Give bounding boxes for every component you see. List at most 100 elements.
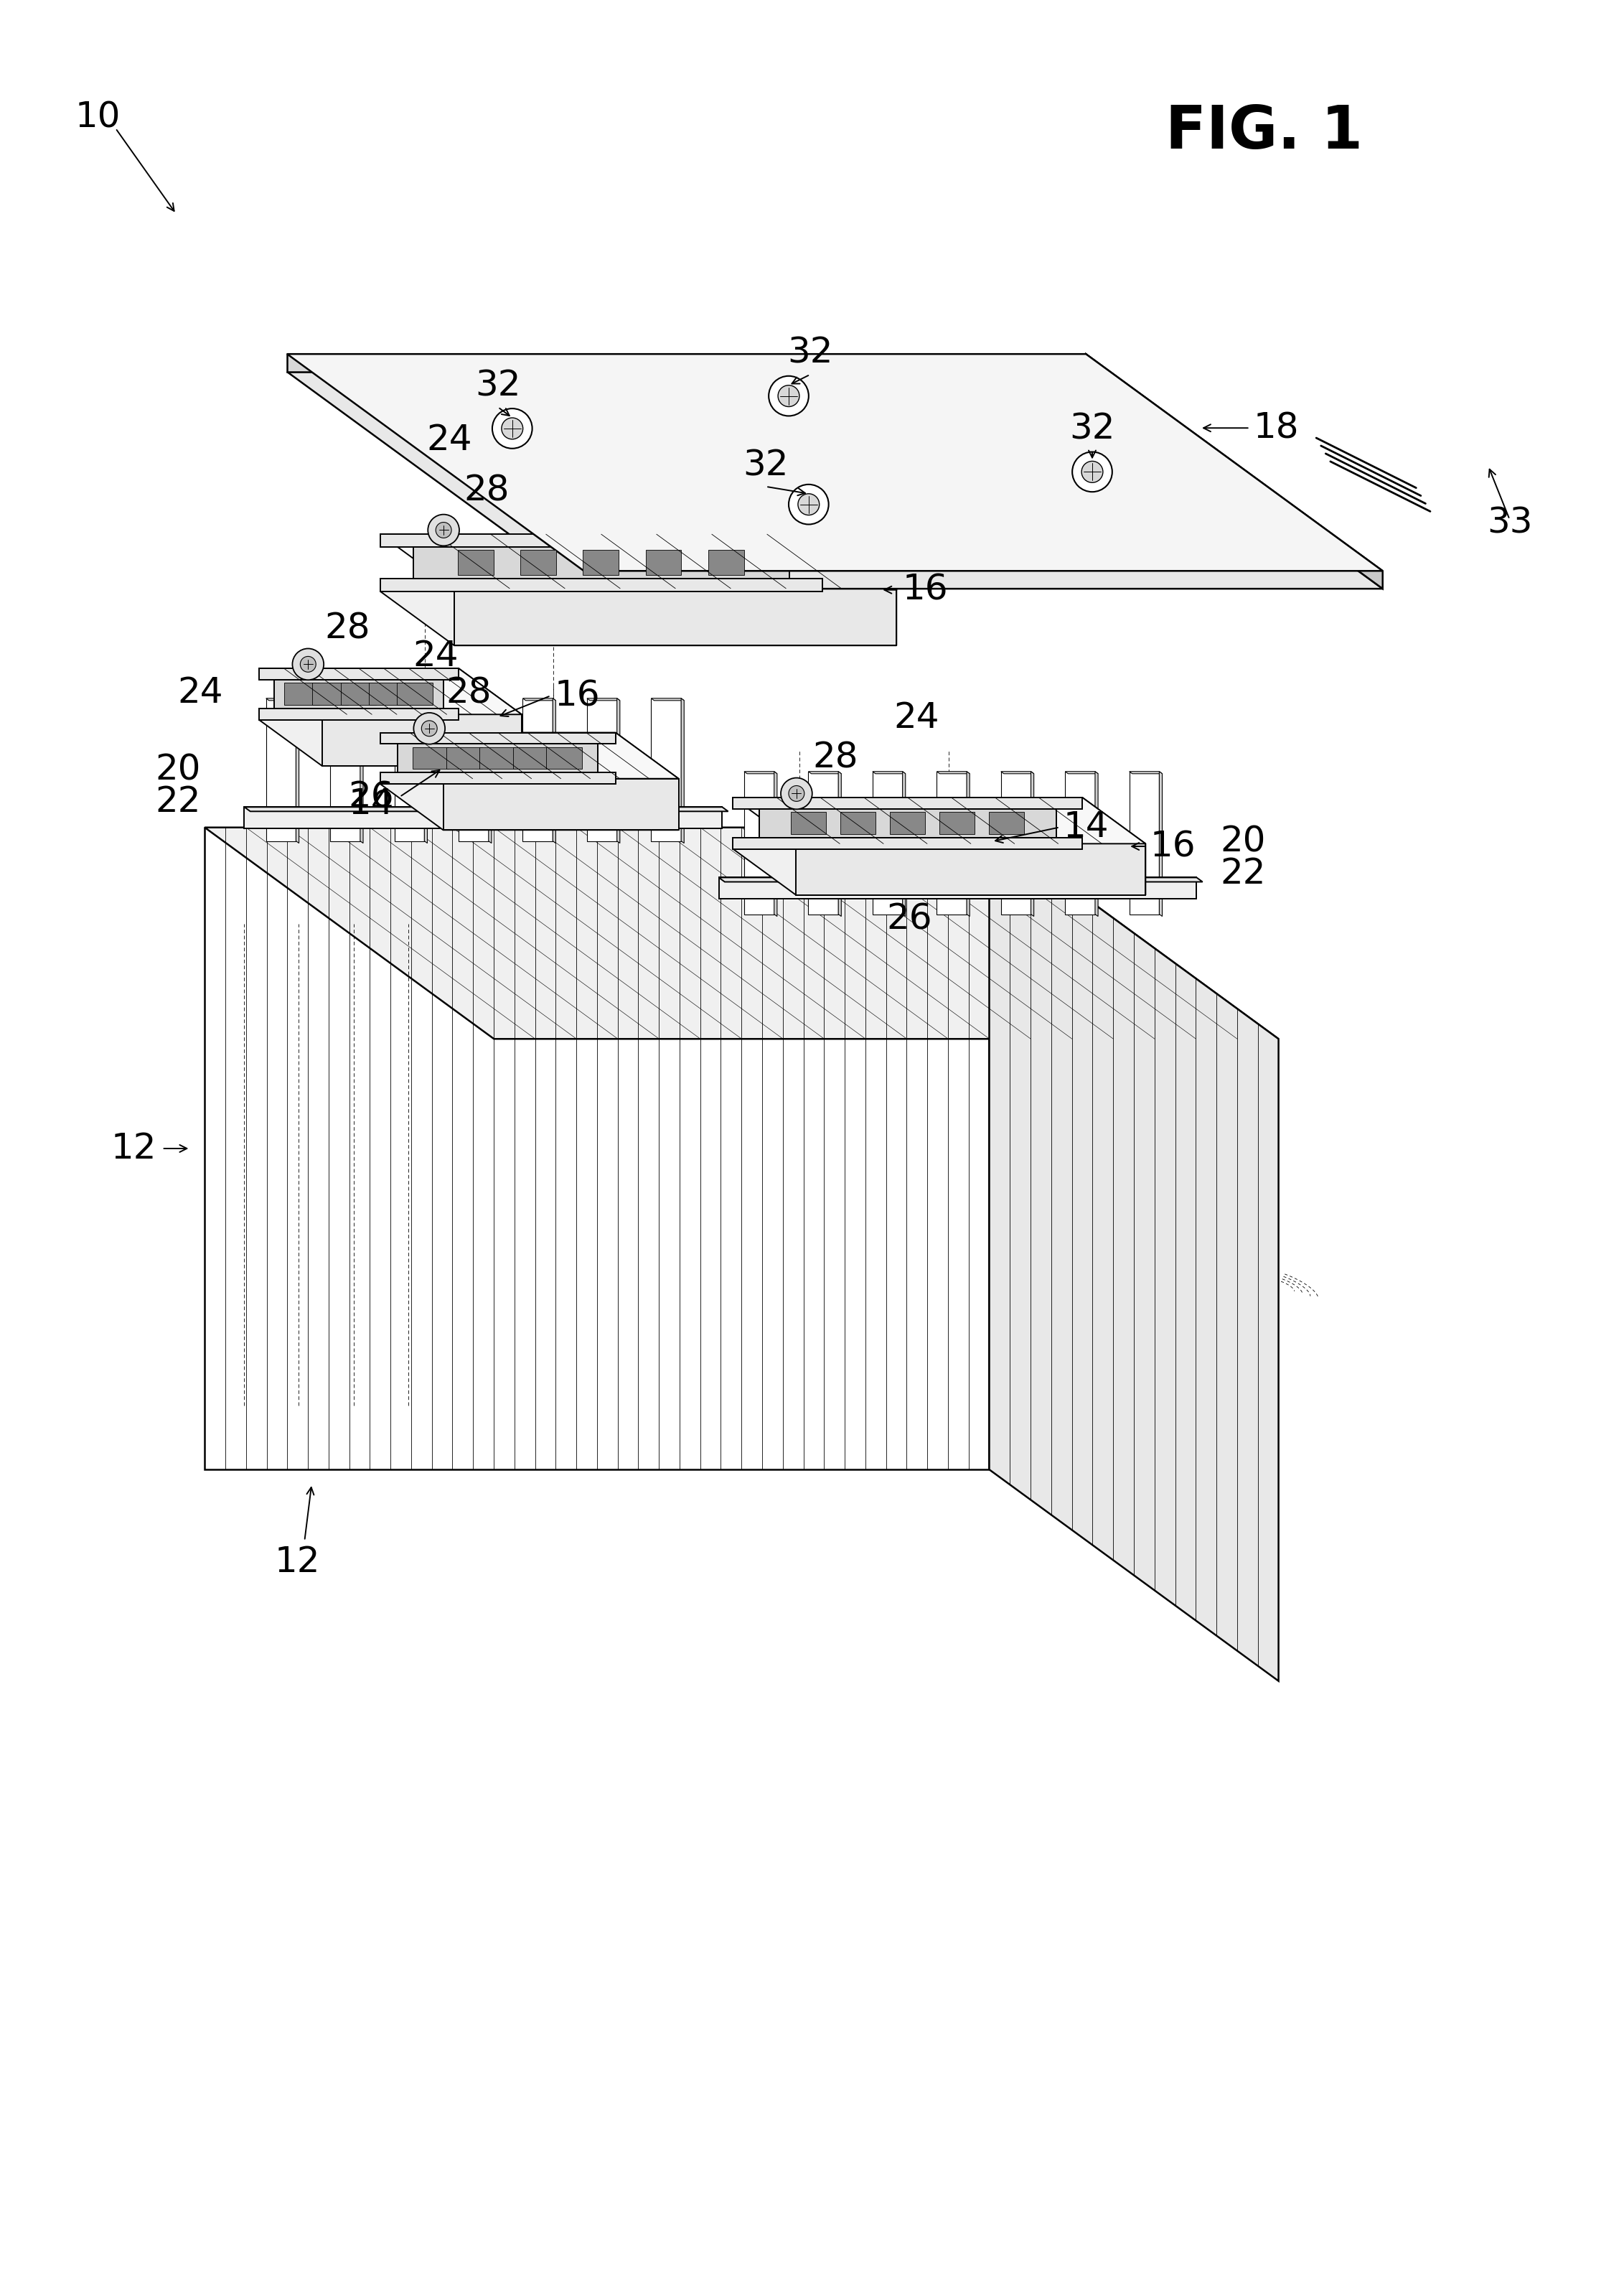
- Polygon shape: [244, 808, 728, 812]
- Text: 24: 24: [893, 701, 939, 735]
- Polygon shape: [380, 534, 822, 548]
- Circle shape: [502, 418, 523, 438]
- Circle shape: [778, 386, 799, 406]
- Text: 28: 28: [814, 742, 859, 776]
- Polygon shape: [380, 733, 615, 744]
- Text: 28: 28: [325, 612, 370, 646]
- Circle shape: [422, 721, 437, 737]
- Polygon shape: [361, 698, 364, 842]
- Text: 14: 14: [1064, 810, 1109, 844]
- Polygon shape: [890, 812, 926, 833]
- Text: 12: 12: [274, 1545, 320, 1579]
- Polygon shape: [822, 534, 896, 646]
- Text: 24: 24: [412, 639, 458, 673]
- Text: 32: 32: [788, 335, 833, 370]
- Text: 20: 20: [156, 753, 201, 787]
- Polygon shape: [840, 812, 875, 833]
- Text: 32: 32: [744, 447, 789, 482]
- Polygon shape: [791, 812, 827, 833]
- Polygon shape: [546, 746, 581, 769]
- Text: 16: 16: [1150, 828, 1195, 863]
- Polygon shape: [258, 719, 521, 767]
- Polygon shape: [296, 698, 299, 842]
- Polygon shape: [244, 808, 723, 828]
- Polygon shape: [708, 550, 744, 575]
- Polygon shape: [412, 548, 789, 580]
- Polygon shape: [680, 698, 684, 842]
- Polygon shape: [732, 837, 1083, 849]
- Text: 22: 22: [156, 785, 201, 819]
- Text: 28: 28: [463, 475, 510, 509]
- Polygon shape: [651, 698, 680, 842]
- Polygon shape: [732, 799, 1083, 808]
- Polygon shape: [284, 682, 320, 705]
- Text: 16: 16: [903, 573, 948, 607]
- Polygon shape: [274, 680, 443, 707]
- Polygon shape: [872, 771, 903, 915]
- Polygon shape: [287, 354, 1086, 372]
- Polygon shape: [322, 714, 521, 767]
- Polygon shape: [258, 707, 458, 719]
- Circle shape: [789, 484, 828, 525]
- Text: 20: 20: [1220, 824, 1265, 858]
- Polygon shape: [937, 771, 966, 915]
- Text: 28: 28: [445, 675, 492, 710]
- Polygon shape: [455, 589, 896, 646]
- Text: 16: 16: [554, 678, 599, 712]
- Polygon shape: [458, 550, 494, 575]
- Polygon shape: [1065, 771, 1095, 915]
- Circle shape: [427, 513, 460, 545]
- Text: 24: 24: [427, 422, 473, 456]
- Polygon shape: [732, 799, 1145, 844]
- Polygon shape: [395, 698, 424, 842]
- Polygon shape: [380, 580, 822, 591]
- Circle shape: [768, 377, 809, 415]
- Polygon shape: [398, 682, 432, 705]
- Polygon shape: [809, 771, 838, 915]
- Text: 33: 33: [1488, 507, 1533, 541]
- Text: 32: 32: [476, 367, 521, 404]
- Polygon shape: [903, 771, 906, 917]
- Circle shape: [781, 778, 812, 810]
- Polygon shape: [369, 682, 404, 705]
- Circle shape: [435, 523, 451, 539]
- Circle shape: [1072, 452, 1112, 493]
- Polygon shape: [1160, 771, 1163, 917]
- Polygon shape: [615, 733, 679, 831]
- Circle shape: [492, 408, 533, 450]
- Polygon shape: [458, 698, 489, 842]
- Polygon shape: [380, 591, 896, 646]
- Polygon shape: [330, 698, 361, 842]
- Polygon shape: [380, 785, 679, 831]
- Polygon shape: [1095, 771, 1098, 917]
- Text: 32: 32: [1070, 411, 1116, 447]
- Polygon shape: [513, 746, 549, 769]
- Circle shape: [300, 657, 317, 673]
- Polygon shape: [775, 771, 778, 917]
- Polygon shape: [258, 669, 458, 680]
- Polygon shape: [989, 812, 1025, 833]
- Polygon shape: [205, 828, 989, 1470]
- Polygon shape: [744, 771, 775, 915]
- Polygon shape: [523, 698, 552, 842]
- Polygon shape: [719, 879, 1203, 881]
- Text: 22: 22: [1220, 856, 1265, 892]
- Polygon shape: [412, 746, 448, 769]
- Text: 24: 24: [177, 675, 222, 710]
- Polygon shape: [287, 354, 1382, 570]
- Text: 26: 26: [348, 780, 395, 815]
- Circle shape: [414, 712, 445, 744]
- Polygon shape: [552, 698, 555, 842]
- Circle shape: [292, 648, 323, 680]
- Polygon shape: [447, 746, 482, 769]
- Polygon shape: [966, 771, 970, 917]
- Circle shape: [1082, 461, 1103, 482]
- Polygon shape: [989, 828, 1278, 1682]
- Polygon shape: [838, 771, 841, 917]
- Polygon shape: [586, 698, 617, 842]
- Polygon shape: [380, 733, 679, 778]
- Text: 18: 18: [1254, 411, 1299, 445]
- Polygon shape: [732, 849, 1145, 895]
- Polygon shape: [583, 550, 619, 575]
- Circle shape: [797, 493, 820, 516]
